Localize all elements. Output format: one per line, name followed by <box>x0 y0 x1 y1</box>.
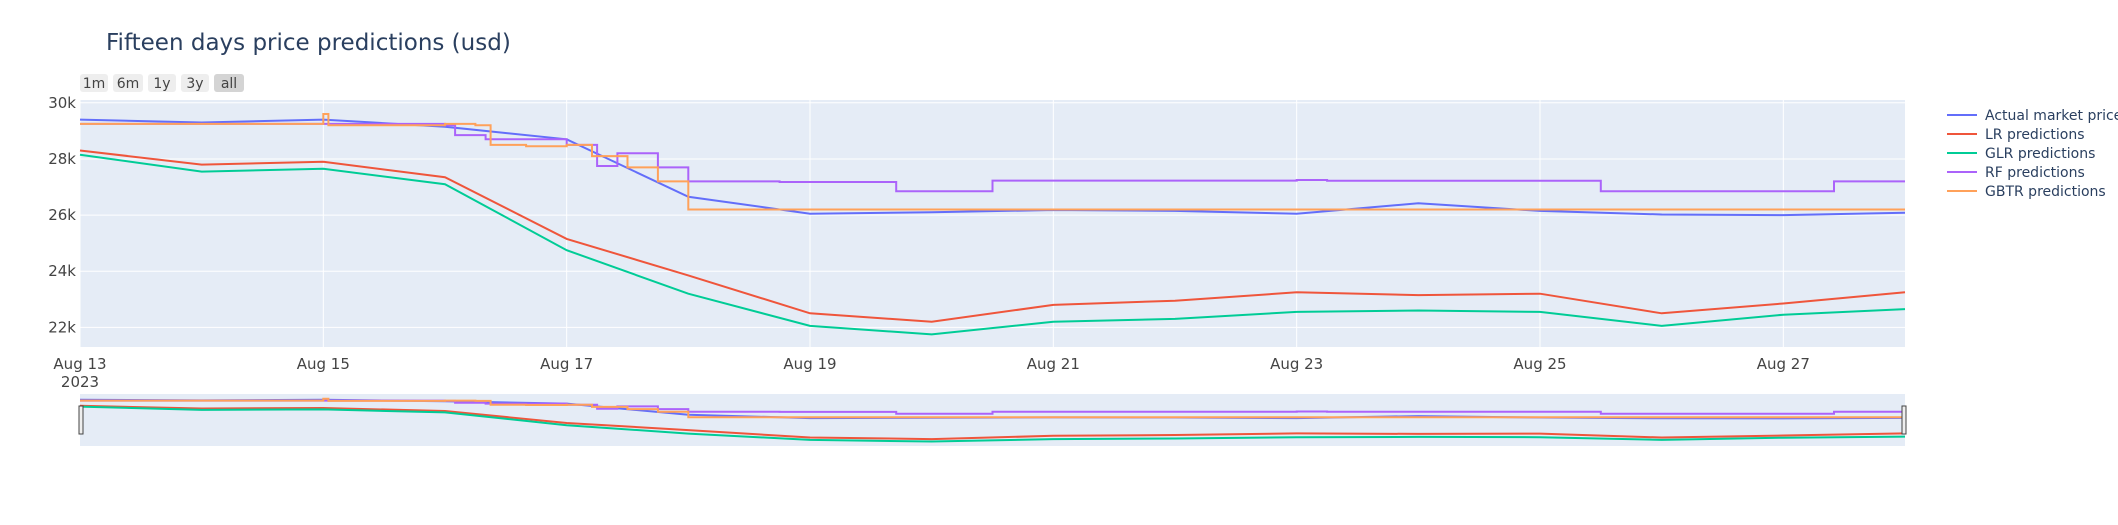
x-tick-label: Aug 13 <box>53 355 106 373</box>
range-button-bg <box>113 74 143 92</box>
slider-line-lr-predictions <box>79 404 1906 441</box>
x-tick-label: Aug 27 <box>1757 355 1810 373</box>
y-tick-label: 28k <box>48 150 76 168</box>
y-tick-label: 24k <box>48 262 76 280</box>
range-button-label: 1m <box>83 76 106 92</box>
legend-item-lr-predictions[interactable]: LR predictions <box>1947 127 2085 143</box>
series-line-gbtr-predictions <box>80 113 1905 211</box>
slider-line-glr-predictions <box>79 405 1906 443</box>
range-button-label: 6m <box>117 76 140 92</box>
range-button-bg <box>181 74 209 92</box>
range-slider-right-handle[interactable] <box>1901 405 1907 435</box>
legend-item-rf-predictions[interactable]: RF predictions <box>1947 165 2085 181</box>
legend: Actual market price LR predictions GLR pre… <box>1947 108 2118 200</box>
legend-label: RF predictions <box>1985 165 2085 181</box>
slider-line-gbtr-predictions <box>80 397 1905 419</box>
range-button-6m[interactable]: 6m <box>113 74 143 92</box>
y-axis: 22k 24k 26k 28k 30k <box>48 94 76 337</box>
x-tick-label: Aug 21 <box>1027 355 1080 373</box>
legend-item-actual-market-price[interactable]: Actual market price <box>1947 108 2118 124</box>
x-tick-label: Aug 19 <box>783 355 836 373</box>
slider-line-rf-predictions <box>80 399 1905 415</box>
y-tick-label: 22k <box>48 318 76 336</box>
y-tick-label: 30k <box>48 94 76 112</box>
x-tick-label: Aug 25 <box>1513 355 1566 373</box>
range-slider-left-handle[interactable] <box>78 405 84 435</box>
x-year-label: 2023 <box>61 373 99 391</box>
range-slider-handles[interactable] <box>78 405 1907 435</box>
series-line-rf-predictions <box>80 122 1905 193</box>
plot-area <box>80 100 1905 347</box>
x-tick-label: Aug 15 <box>297 355 350 373</box>
legend-label: GBTR predictions <box>1985 184 2106 200</box>
range-button-all[interactable]: all <box>214 74 244 92</box>
legend-label: GLR predictions <box>1985 146 2095 162</box>
grid-lines <box>79 100 1905 347</box>
range-button-1y[interactable]: 1y <box>148 74 176 92</box>
series-lines <box>79 113 1906 336</box>
range-selector: 1m 6m 1y 3y all <box>80 74 244 92</box>
range-slider-lines <box>79 397 1906 443</box>
chart-title: Fifteen days price predictions (usd) <box>106 30 511 56</box>
range-button-bg <box>214 74 244 92</box>
range-button-bg <box>148 74 176 92</box>
legend-item-gbtr-predictions[interactable]: GBTR predictions <box>1947 184 2106 200</box>
series-line-glr-predictions <box>79 153 1906 336</box>
range-button-bg <box>80 74 108 92</box>
x-tick-label: Aug 17 <box>540 355 593 373</box>
range-button-label: 3y <box>186 76 203 92</box>
range-button-label: all <box>221 76 237 92</box>
range-button-3y[interactable]: 3y <box>181 74 209 92</box>
legend-item-glr-predictions[interactable]: GLR predictions <box>1947 146 2095 162</box>
series-line-lr-predictions <box>79 149 1906 323</box>
legend-label: Actual market price <box>1985 108 2118 124</box>
range-button-label: 1y <box>153 76 170 92</box>
range-button-1m[interactable]: 1m <box>80 74 108 92</box>
x-tick-label: Aug 23 <box>1270 355 1323 373</box>
y-tick-label: 26k <box>48 206 76 224</box>
legend-label: LR predictions <box>1985 127 2085 143</box>
